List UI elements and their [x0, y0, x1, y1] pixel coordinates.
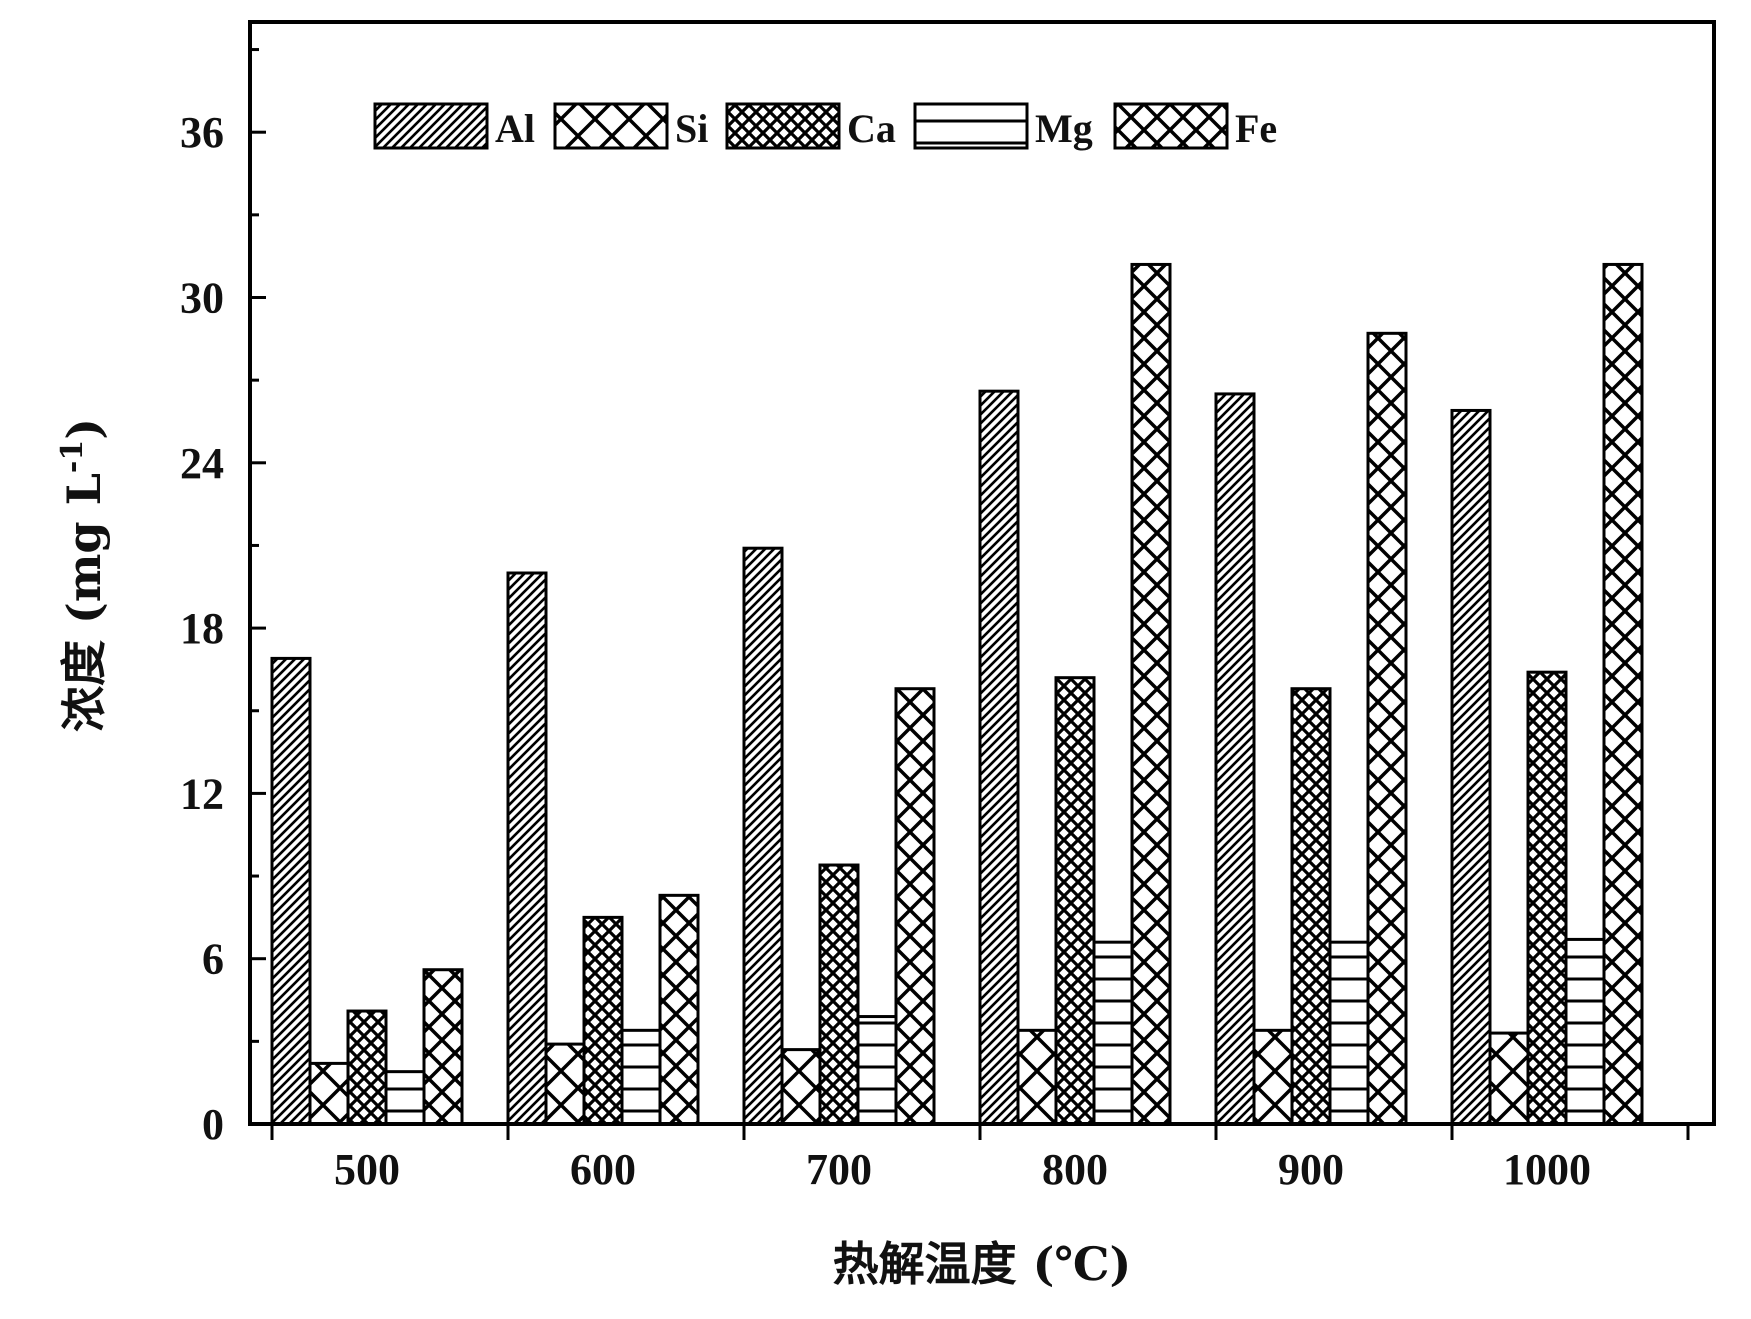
bar-Si-900	[1252, 1028, 1294, 1126]
bar-Al-900	[1214, 392, 1256, 1126]
bar-Al-700	[742, 546, 784, 1126]
bar-Ca-900	[1290, 687, 1332, 1126]
bar-Si-600	[544, 1042, 586, 1126]
x-tick-label: 500	[334, 1145, 400, 1194]
legend-label-Si: Si	[675, 106, 708, 151]
bar-Mg-900	[1328, 940, 1370, 1126]
y-tick-label: 24	[180, 439, 224, 488]
legend: Al Si Ca Mg Fe	[373, 102, 1277, 151]
bar-Al-1000	[1450, 408, 1492, 1126]
legend-swatch-Si	[553, 102, 669, 150]
legend-label-Fe: Fe	[1235, 106, 1277, 151]
bar-Mg-800	[1092, 940, 1134, 1126]
bar-Fe-700	[894, 687, 936, 1126]
legend-label-Al: Al	[495, 106, 535, 151]
bar-Fe-800	[1130, 262, 1172, 1126]
bar-Si-1000	[1488, 1031, 1530, 1126]
bar-Mg-700	[856, 1015, 898, 1126]
bar-Ca-800	[1054, 676, 1096, 1126]
x-tick-label: 700	[806, 1145, 872, 1194]
x-tick-label: 800	[1042, 1145, 1108, 1194]
bar-Si-800	[1016, 1028, 1058, 1126]
y-axis-ticks: 0 6 12 18 24 30 36	[180, 48, 266, 1149]
y-axis-title: 浓度 (mg L-1)	[55, 418, 111, 732]
bars	[270, 262, 1644, 1126]
bar-Fe-1000	[1602, 262, 1644, 1126]
x-tick-label: 900	[1278, 1145, 1344, 1194]
legend-label-Ca: Ca	[847, 106, 896, 151]
y-axis-title-close: )	[57, 418, 111, 440]
bar-Ca-600	[582, 915, 624, 1126]
bar-Al-500	[270, 656, 312, 1126]
bar-Si-700	[780, 1048, 822, 1126]
plot-frame	[248, 20, 1716, 1126]
bar-Ca-700	[818, 863, 860, 1126]
x-tick-label: 600	[570, 1145, 636, 1194]
x-axis-title: 热解温度 (℃)	[833, 1237, 1132, 1291]
legend-label-Mg: Mg	[1035, 106, 1093, 151]
y-tick-label: 36	[180, 108, 224, 157]
y-axis-title-superscript: -1	[55, 440, 90, 473]
y-tick-label: 0	[202, 1100, 224, 1149]
bar-Mg-1000	[1564, 937, 1606, 1126]
bar-Al-600	[506, 571, 548, 1126]
bar-Fe-600	[658, 893, 700, 1126]
x-axis-ticks: 500 600 700 800 900 1000	[270, 1124, 1690, 1194]
bar-Mg-600	[620, 1028, 662, 1126]
bar-Mg-500	[384, 1070, 426, 1126]
legend-swatch-Al	[373, 102, 489, 150]
y-tick-label: 12	[180, 769, 224, 818]
y-tick-label: 18	[180, 604, 224, 653]
bar-Fe-900	[1366, 331, 1408, 1126]
bar-Al-800	[978, 389, 1020, 1126]
bar-Si-500	[308, 1061, 350, 1126]
y-tick-label: 30	[180, 274, 224, 323]
bar-Fe-500	[422, 968, 464, 1126]
legend-swatch-Mg	[913, 102, 1029, 150]
y-tick-label: 6	[202, 935, 224, 984]
y-axis-title-main: 浓度 (mg L	[57, 473, 111, 732]
bar-Ca-500	[346, 1009, 388, 1126]
legend-swatch-Ca	[725, 102, 841, 150]
bar-Ca-1000	[1526, 670, 1568, 1126]
x-tick-label: 1000	[1503, 1145, 1591, 1194]
legend-swatch-Fe	[1113, 102, 1229, 150]
